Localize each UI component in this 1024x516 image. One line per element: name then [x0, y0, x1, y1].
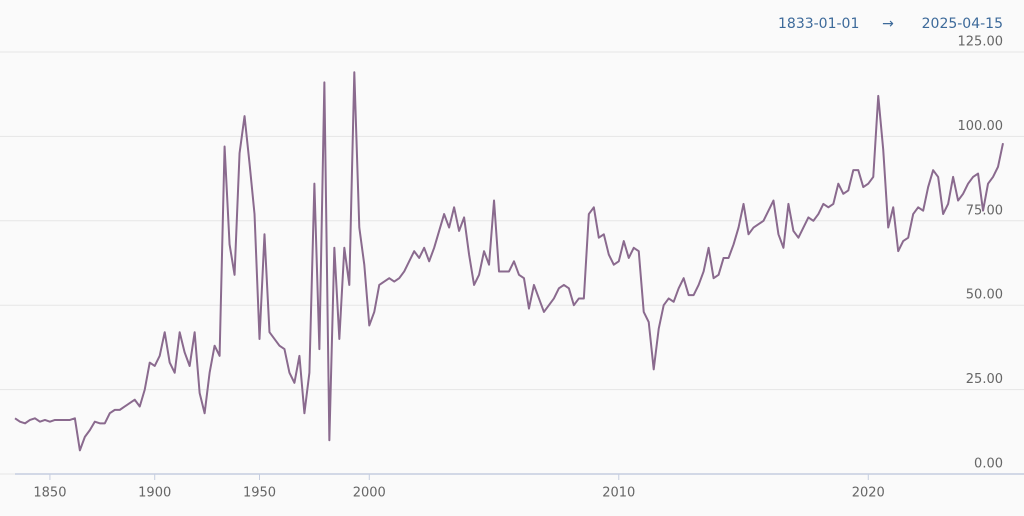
y-tick-label: 0.00: [974, 457, 1003, 472]
y-tick-label: 125.00: [958, 35, 1004, 50]
x-tick-label: 2010: [602, 486, 635, 501]
date-start: 1833-01-01: [778, 16, 859, 32]
x-tick-label: 1950: [243, 486, 276, 501]
y-tick-label: 75.00: [966, 203, 1003, 218]
x-tick-label: 2020: [852, 486, 885, 501]
date-separator: →: [882, 16, 894, 32]
y-tick-label: 50.00: [966, 288, 1003, 303]
x-tick-label: 1850: [33, 486, 66, 501]
y-tick-label: 100.00: [958, 119, 1004, 134]
data-line: [14, 71, 1004, 452]
y-tick-label: 25.00: [966, 372, 1003, 387]
x-tick-label: 1900: [138, 486, 171, 501]
date-end: 2025-04-15: [922, 16, 1003, 32]
x-tick-label: 2000: [353, 486, 386, 501]
